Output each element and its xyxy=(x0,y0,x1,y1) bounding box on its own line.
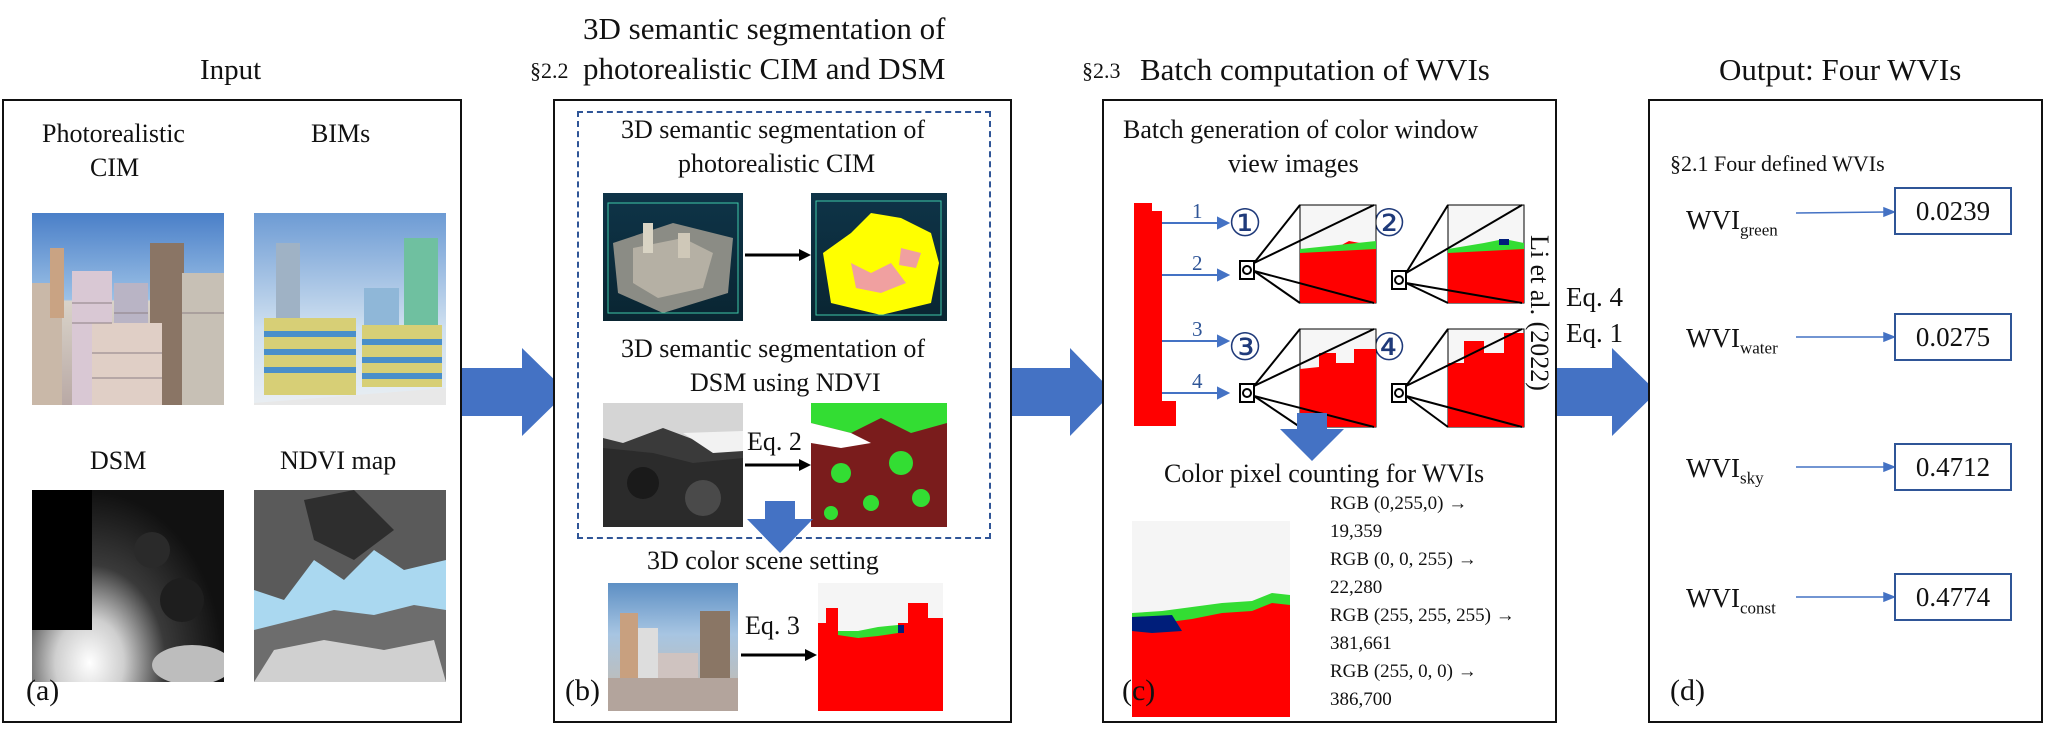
seg-cim-title-1: 3D semantic segmentation of xyxy=(621,115,925,144)
circled-4: ④ xyxy=(1372,327,1407,369)
count-value-white: 381,661 xyxy=(1330,633,1392,654)
wvi-arrows xyxy=(1795,206,1897,603)
color-scene-segmented xyxy=(818,583,943,711)
camera-icon xyxy=(1239,260,1255,280)
camera-icon xyxy=(1391,383,1407,403)
camera-icon xyxy=(1391,270,1407,290)
eq2-label: Eq. 2 xyxy=(747,427,802,456)
arrow-right-icon xyxy=(462,348,567,436)
header-output: Output: Four WVIs xyxy=(1719,52,1962,87)
arrow-down-icon xyxy=(1280,413,1344,461)
count-rgb-blue: RGB (0, 0, 255) → xyxy=(1330,549,1477,570)
arrow-right-icon xyxy=(745,459,811,471)
arrow-right-icon xyxy=(1010,348,1113,436)
red-building xyxy=(1134,203,1176,426)
eq3-label: Eq. 3 xyxy=(745,611,800,640)
floor-2: 2 xyxy=(1192,251,1203,275)
arrow-right-icon xyxy=(745,249,811,261)
header-input: Input xyxy=(200,54,262,86)
color-scene-title: 3D color scene setting xyxy=(647,546,879,575)
wvi-green-value: 0.0239 xyxy=(1894,187,2012,235)
wvi-sky-label: WVIsky xyxy=(1686,453,1764,488)
count-rgb-red: RGB (255, 0, 0) → xyxy=(1330,661,1477,682)
count-value-red: 386,700 xyxy=(1330,689,1392,710)
circled-3: ③ xyxy=(1228,327,1263,369)
pixel-counting-title: Color pixel counting for WVIs xyxy=(1164,459,1485,488)
panel-batch: Batch generation of color window view im… xyxy=(1102,99,1557,723)
panel-label-c: (c) xyxy=(1122,674,1156,707)
count-value-blue: 22,280 xyxy=(1330,577,1383,598)
seg-dsm-title-2: DSM using NDVI xyxy=(690,368,881,397)
pixel-counting-image xyxy=(1132,521,1290,717)
cim-3d-image xyxy=(603,193,743,321)
camera-icon xyxy=(1239,383,1255,403)
batch-title-1: Batch generation of color window xyxy=(1123,115,1479,144)
dsm-segmented-image xyxy=(811,403,947,527)
floor-1: 1 xyxy=(1192,199,1203,223)
header-b-section: §2.2 xyxy=(530,58,569,83)
wvi-const-value: 0.4774 xyxy=(1894,573,2012,621)
wvi-sky-value: 0.4712 xyxy=(1894,443,2012,491)
batch-title-2: view images xyxy=(1228,149,1359,178)
wvi-water-label: WVIwater xyxy=(1686,323,1778,358)
bims-image xyxy=(254,213,446,405)
panel-label-b: (b) xyxy=(565,674,600,707)
wvi-subtitle: §2.1 Four defined WVIs xyxy=(1670,151,1885,176)
dsm-grayscale-image xyxy=(603,403,743,527)
label-ndvi-map: NDVI map xyxy=(280,446,397,475)
wvi-water-value: 0.0275 xyxy=(1894,313,2012,361)
header-c-title: Batch computation of WVIs xyxy=(1140,52,1490,87)
panel-input: Photorealistic CIM BIMs xyxy=(2,99,462,723)
label-photorealistic-cim-2: CIM xyxy=(90,153,140,182)
window-view-images xyxy=(1239,204,1525,461)
panel-label-a: (a) xyxy=(26,674,60,707)
header-c-section: §2.3 xyxy=(1082,58,1121,83)
seg-dsm-title-1: 3D semantic segmentation of xyxy=(621,334,925,363)
wvi-green-label: WVIgreen xyxy=(1686,205,1778,240)
eq1-label: Eq. 1 xyxy=(1566,318,1623,348)
header-b-title-line2: photorealistic CIM and DSM xyxy=(583,51,946,86)
ndvi-map-image xyxy=(254,490,446,682)
floor-4: 4 xyxy=(1192,369,1203,393)
panel-label-d: (d) xyxy=(1670,674,1705,707)
arrow-right-icon xyxy=(1556,348,1657,436)
arrow-down-icon xyxy=(747,501,813,553)
cim-segmented-image xyxy=(811,193,947,321)
wvi-const-label: WVIconst xyxy=(1686,583,1776,618)
label-photorealistic-cim: Photorealistic xyxy=(42,119,185,148)
floor-arrows xyxy=(1162,216,1231,400)
count-rgb-green: RGB (0,255,0) → xyxy=(1330,493,1468,514)
seg-cim-title-2: photorealistic CIM xyxy=(678,149,876,178)
eq4-label: Eq. 4 xyxy=(1566,282,1623,312)
panel-output: §2.1 Four defined WVIs WVIgreen WVIwater… xyxy=(1648,99,2043,723)
dsm-image xyxy=(32,490,224,682)
arrow-right-icon xyxy=(741,649,817,661)
count-value-green: 19,359 xyxy=(1330,521,1383,542)
photorealistic-cim-image xyxy=(32,213,224,405)
label-dsm: DSM xyxy=(90,446,147,475)
li-et-al-reference: Li et al. (2022) xyxy=(1525,235,1554,391)
label-bims: BIMs xyxy=(311,119,371,148)
header-b-title-line1: 3D semantic segmentation of xyxy=(583,11,946,46)
circled-1: ① xyxy=(1228,203,1263,245)
floor-3: 3 xyxy=(1192,317,1203,341)
count-rgb-white: RGB (255, 255, 255) → xyxy=(1330,605,1515,626)
panel-segmentation: 3D semantic segmentation of photorealist… xyxy=(553,99,1012,723)
color-scene-photo xyxy=(608,583,738,711)
circled-2: ② xyxy=(1372,203,1407,245)
